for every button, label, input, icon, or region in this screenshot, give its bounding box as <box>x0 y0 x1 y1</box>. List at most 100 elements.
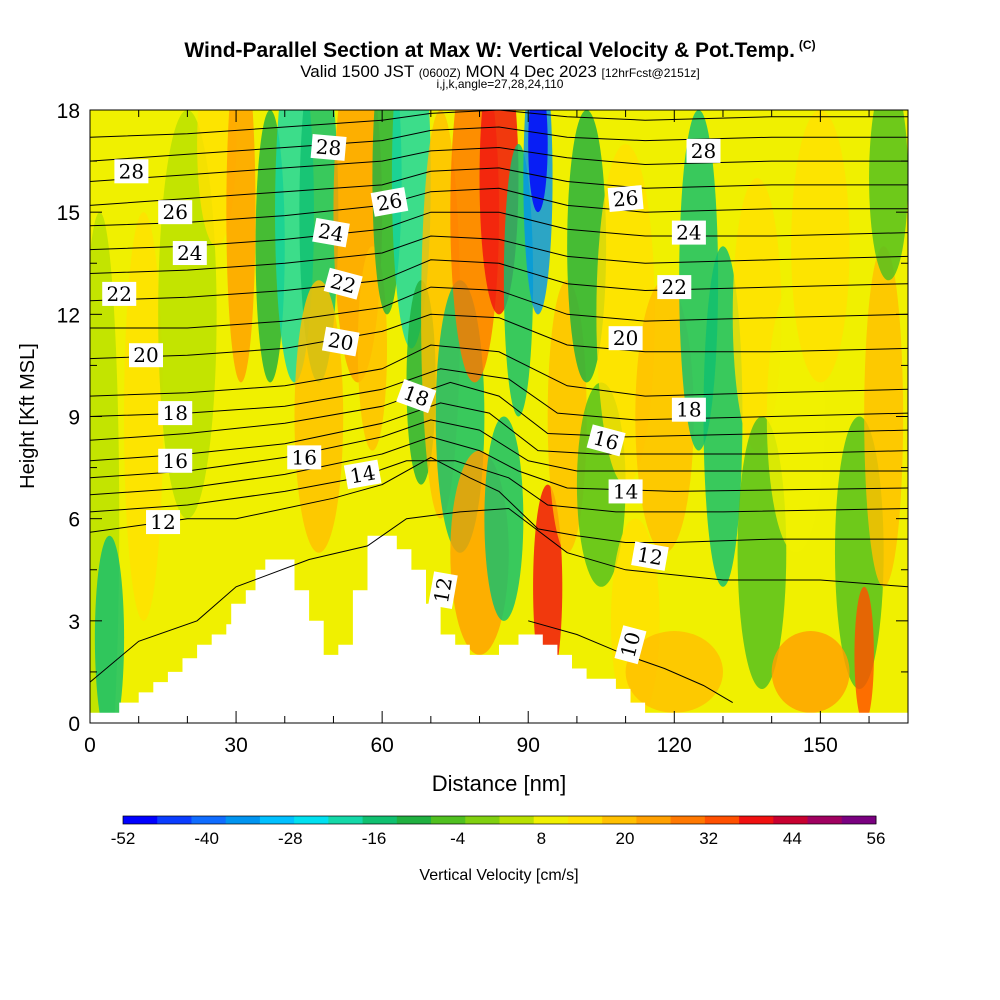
x-tick-label: 60 <box>370 734 393 757</box>
contour-label-text: 20 <box>613 326 638 350</box>
contour-label-10: 24 <box>312 217 350 248</box>
contour-label-text: 28 <box>315 134 342 160</box>
theta-contour-2 <box>90 456 908 543</box>
terrain-mask <box>90 535 908 723</box>
contour-label-text: 12 <box>429 576 457 605</box>
theta-contour-5 <box>90 419 908 479</box>
y-tick-label: 18 <box>57 100 80 123</box>
contour-label-text: 26 <box>375 188 404 216</box>
contour-label-text: 18 <box>162 401 187 425</box>
contour-label-text: 12 <box>150 510 175 534</box>
theta-contour-19 <box>90 110 908 138</box>
contour-label-25: 12 <box>631 541 669 571</box>
velocity-cell-9 <box>294 280 344 553</box>
velocity-cell-19 <box>484 416 524 621</box>
contour-label-4: 20 <box>128 343 163 368</box>
theta-contour-16 <box>90 167 908 206</box>
contour-label-text: 22 <box>106 282 131 306</box>
contour-label-26: 10 <box>614 625 647 665</box>
y-tick-label: 3 <box>68 611 80 634</box>
contour-label-21: 20 <box>608 326 643 351</box>
contour-label-text: 16 <box>292 445 317 469</box>
velocity-cell-39 <box>864 246 904 587</box>
contour-label-6: 16 <box>158 448 193 473</box>
colorbar-swatch <box>294 816 329 824</box>
colorbar-swatch <box>567 816 603 824</box>
colorbar-swatch <box>465 816 500 824</box>
contour-label-text: 26 <box>162 200 187 224</box>
contour-label-text: 16 <box>162 449 187 473</box>
colorbar-swatch <box>225 816 261 824</box>
colorbar-swatch <box>841 816 877 824</box>
contour-label-5: 18 <box>158 401 193 426</box>
colorbar-tick-label: -40 <box>194 829 219 848</box>
theta-contour-10 <box>90 313 908 360</box>
contour-label-text: 26 <box>612 185 639 211</box>
velocity-cell-32 <box>703 246 743 587</box>
contour-label-19: 24 <box>671 220 706 245</box>
contour-label-text: 12 <box>635 542 664 570</box>
contour-label-9: 26 <box>370 187 409 217</box>
colorbar-tick-label: -28 <box>278 829 303 848</box>
velocity-cell-30 <box>635 280 694 553</box>
contour-label-17: 26 <box>607 185 644 212</box>
contour-label-3: 22 <box>102 281 137 306</box>
y-axis-label: Height [Kft MSL] <box>17 343 39 489</box>
colorbar-swatch <box>396 816 432 824</box>
forecast-info: [12hrFcst@2151z] <box>601 66 700 80</box>
contour-label-13: 18 <box>396 378 437 414</box>
theta-contour-7 <box>90 381 908 441</box>
colorbar-tick-label: 8 <box>537 829 546 848</box>
contour-label-text: 20 <box>326 328 355 356</box>
contour-label-2: 24 <box>172 241 207 266</box>
colorbar-frame <box>122 815 877 825</box>
x-tick-label: 120 <box>657 734 692 757</box>
colorbar-swatch <box>602 816 637 824</box>
contour-label-text: 24 <box>676 221 701 245</box>
velocity-cell-36 <box>791 110 850 383</box>
contour-label-0: 28 <box>114 159 149 184</box>
colorbar-tick-label: 32 <box>699 829 718 848</box>
contour-label-16: 12 <box>428 571 458 610</box>
velocity-cell-38 <box>854 586 874 723</box>
y-tick-label: 6 <box>68 509 80 532</box>
contour-label-7: 12 <box>146 510 181 535</box>
colorbar-swatch <box>499 816 535 824</box>
contour-label-12: 20 <box>321 326 360 357</box>
x-axis: 0 30 60 90 120 150 <box>84 110 870 757</box>
colorbar-tick-label: 56 <box>867 829 886 848</box>
chart-title: Wind-Parallel Section at Max W: Vertical… <box>0 38 1000 63</box>
y-axis: 0 3 6 9 12 15 18 <box>57 100 908 736</box>
velocity-cell-41 <box>625 631 723 713</box>
colorbar-swatch <box>704 816 740 824</box>
colorbar-swatch <box>362 816 398 824</box>
theta-contour-12 <box>90 259 908 302</box>
colorbar-swatch <box>807 816 843 824</box>
y-tick-label: 12 <box>57 304 80 327</box>
colorbar-swatch <box>328 816 364 824</box>
colorbar-tick-label: -4 <box>450 829 465 848</box>
theta-contour-3 <box>90 460 908 513</box>
contour-label-text: 14 <box>348 460 377 488</box>
contour-label-text: 18 <box>676 398 701 422</box>
colorbar-swatch <box>123 816 158 824</box>
contour-label-15: 14 <box>343 459 382 490</box>
contour-label-text: 28 <box>119 159 144 183</box>
contour-label-20: 22 <box>657 275 692 300</box>
colorbar-swatch <box>739 816 774 824</box>
theta-contour-13 <box>90 235 908 274</box>
velocity-cell-1 <box>94 535 125 723</box>
colorbar-swatch <box>670 816 706 824</box>
x-tick-label: 30 <box>224 734 247 757</box>
y-tick-label: 0 <box>68 713 80 736</box>
velocity-cell-42 <box>771 631 850 713</box>
contour-label-18: 28 <box>686 138 721 163</box>
x-axis-label: Distance [nm] <box>432 771 567 796</box>
theta-contour-6 <box>90 402 908 462</box>
theta-contour-14 <box>90 211 908 251</box>
title-main: Wind-Parallel Section at Max W: Vertical… <box>184 39 795 62</box>
theta-contour-9 <box>90 344 908 397</box>
contour-label-1: 26 <box>158 200 193 225</box>
contour-label-text: 24 <box>316 219 345 247</box>
